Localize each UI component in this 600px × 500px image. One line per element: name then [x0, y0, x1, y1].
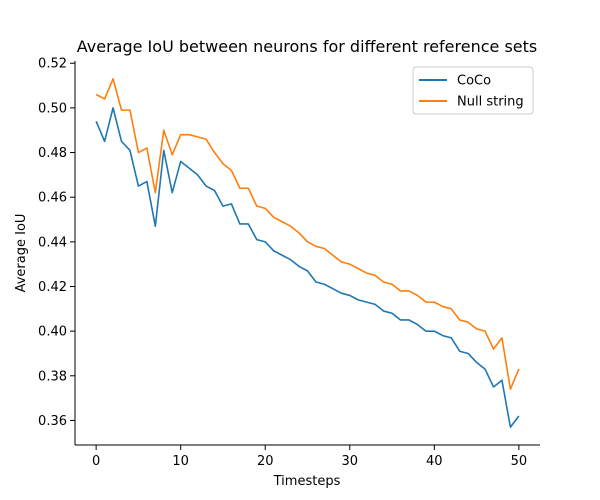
legend: CoCo Null string: [412, 66, 534, 115]
y-tick-label: 0.52: [38, 57, 67, 72]
legend-box: [412, 66, 534, 115]
y-tick-label: 0.44: [38, 235, 67, 250]
y-tick-label: 0.46: [38, 191, 67, 206]
x-ticks: 0 10 20 30 40 50: [92, 445, 527, 469]
plot-area: 0 10 20 30 40 50 0.36 0.38 0.40 0.42 0.44 0.46 0.48…: [38, 57, 540, 469]
legend-label-null-string: Null string: [457, 95, 524, 110]
chart-title: Average IoU between neurons for differen…: [77, 37, 537, 56]
legend-label-coco: CoCo: [457, 74, 491, 89]
y-axis-label: Average IoU: [14, 214, 29, 293]
y-tick-label: 0.36: [38, 414, 67, 429]
y-ticks: 0.36 0.38 0.40 0.42 0.44 0.46 0.48 0.50 0.52: [38, 57, 75, 429]
x-tick-label: 0: [92, 454, 100, 469]
x-tick-label: 50: [511, 454, 528, 469]
x-tick-label: 40: [426, 454, 443, 469]
x-tick-label: 30: [341, 454, 358, 469]
y-tick-label: 0.48: [38, 146, 67, 161]
y-tick-label: 0.42: [38, 280, 67, 295]
x-axis-label: Timesteps: [273, 474, 341, 489]
y-tick-label: 0.40: [38, 325, 67, 340]
series-line-coco: [95, 107, 520, 428]
series-layer: [95, 78, 520, 428]
x-tick-label: 20: [257, 454, 274, 469]
y-tick-label: 0.38: [38, 369, 67, 384]
series-line-null-string: [95, 78, 520, 390]
x-tick-label: 10: [172, 454, 189, 469]
y-tick-label: 0.50: [38, 101, 67, 116]
